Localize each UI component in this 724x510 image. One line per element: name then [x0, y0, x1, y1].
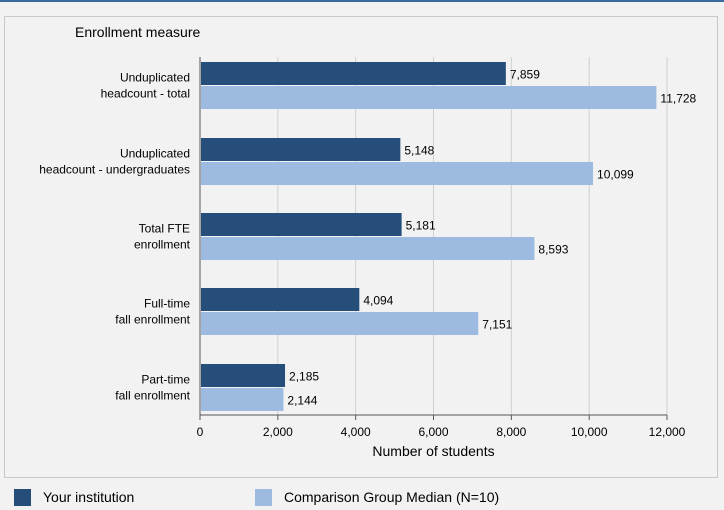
data-label: 7,859 — [510, 68, 540, 82]
category-label: Total FTE — [139, 222, 190, 236]
data-label: 8,593 — [538, 243, 568, 257]
legend-swatch-comparison-median — [255, 488, 272, 506]
category-label: fall enrollment — [115, 389, 190, 403]
bar-chart: Enrollment measure 0 2,000 4,000 6,000 8,000 1… — [39, 24, 696, 459]
category-label: Part-time — [141, 373, 190, 387]
category-label: Unduplicated — [120, 147, 190, 161]
bar-your-institution — [201, 62, 506, 85]
legend-swatch-your-institution — [14, 488, 31, 506]
bar-your-institution — [201, 213, 402, 236]
x-tick-label: 0 — [197, 425, 204, 439]
chart-title: Enrollment measure — [75, 24, 200, 40]
bar-comparison-median — [201, 86, 657, 109]
data-label: 4,094 — [363, 294, 393, 308]
x-tick-label: 12,000 — [649, 425, 686, 439]
data-label: 11,728 — [660, 92, 696, 106]
x-tick-label: 10,000 — [571, 425, 608, 439]
category-label: Full-time — [144, 297, 190, 311]
category-label: headcount - total — [101, 87, 190, 101]
bar-your-institution — [201, 138, 401, 161]
x-tick-label: 6,000 — [418, 425, 448, 439]
bar-your-institution — [201, 288, 360, 311]
category-label: headcount - undergraduates — [39, 163, 190, 177]
bar-comparison-median — [201, 237, 535, 260]
data-label: 2,185 — [289, 370, 319, 384]
x-tick-label: 2,000 — [263, 425, 293, 439]
legend-label-comparison-median: Comparison Group Median (N=10) — [284, 489, 500, 505]
legend-item-your-institution: Your institution — [14, 486, 134, 508]
data-label: 5,148 — [404, 144, 434, 158]
category-label: fall enrollment — [115, 313, 190, 327]
data-label: 2,144 — [287, 394, 317, 408]
legend-label-your-institution: Your institution — [43, 489, 135, 505]
legend-item-comparison-median: Comparison Group Median (N=10) — [255, 486, 499, 508]
data-label: 10,099 — [597, 168, 634, 182]
data-label: 7,151 — [482, 318, 512, 332]
bar-comparison-median — [201, 388, 284, 411]
bar-your-institution — [201, 364, 286, 387]
x-tick-label: 4,000 — [341, 425, 371, 439]
bar-comparison-median — [201, 162, 594, 185]
data-label: 5,181 — [406, 219, 436, 233]
category-label: Unduplicated — [120, 71, 190, 85]
bar-comparison-median — [201, 312, 479, 335]
x-axis-title: Number of students — [372, 443, 494, 459]
x-tick-label: 8,000 — [496, 425, 526, 439]
category-label: enrollment — [134, 238, 191, 252]
